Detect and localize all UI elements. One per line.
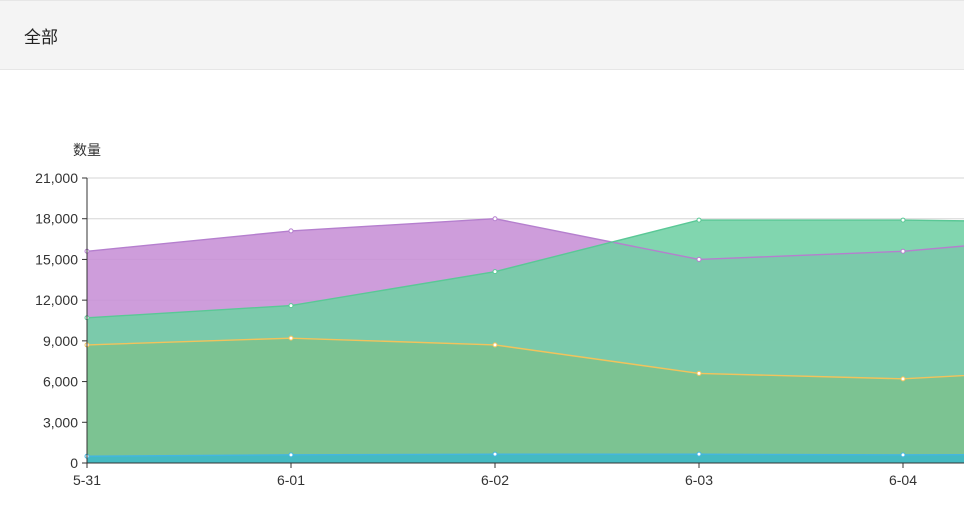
series-point-2 bbox=[492, 269, 498, 275]
series-point-3 bbox=[288, 335, 294, 341]
series-point-1 bbox=[900, 248, 906, 254]
chart-container: 0 3,000 6,000 9,000 12,000 15,000 18,000 21,000… bbox=[0, 70, 964, 516]
x-tick-label: 6-02 bbox=[481, 472, 509, 488]
y-tick-label: 0 bbox=[70, 455, 78, 471]
line-layer bbox=[84, 216, 964, 459]
series-point-2 bbox=[288, 303, 294, 309]
series-point-4 bbox=[288, 452, 294, 458]
series-point-3 bbox=[492, 342, 498, 348]
series-point-4 bbox=[696, 451, 702, 457]
y-tick-label: 15,000 bbox=[35, 251, 78, 267]
y-axis-title: 数量 bbox=[73, 142, 101, 158]
y-tick-label: 9,000 bbox=[43, 333, 78, 349]
series-point-1 bbox=[492, 216, 498, 222]
axis-layer: 0 3,000 6,000 9,000 12,000 15,000 18,000 21,000… bbox=[35, 170, 964, 488]
series-point-2 bbox=[900, 217, 906, 223]
series-point-2 bbox=[696, 217, 702, 223]
series-area-3 bbox=[87, 338, 964, 463]
series-point-1 bbox=[696, 256, 702, 262]
y-tick-label: 6,000 bbox=[43, 374, 78, 390]
area-layer bbox=[87, 218, 964, 463]
x-tick-label: 5-31 bbox=[73, 472, 101, 488]
y-tick-label: 12,000 bbox=[35, 292, 78, 308]
series-point-3 bbox=[900, 376, 906, 382]
filter-tab-all[interactable]: 全部 bbox=[24, 28, 58, 47]
series-point-1 bbox=[288, 228, 294, 234]
x-tick-label: 6-01 bbox=[277, 472, 305, 488]
y-tick-label: 21,000 bbox=[35, 170, 78, 186]
x-tick-label: 6-04 bbox=[889, 472, 917, 488]
series-point-4 bbox=[492, 451, 498, 457]
series-line-3 bbox=[86, 337, 964, 380]
y-tick-label: 18,000 bbox=[35, 211, 78, 227]
header-bar: 全部 bbox=[0, 0, 964, 70]
series-point-3 bbox=[696, 370, 702, 376]
y-tick-label: 3,000 bbox=[43, 414, 78, 430]
series-line-2 bbox=[86, 219, 964, 319]
series-line-4 bbox=[86, 453, 964, 457]
series-area-4 bbox=[87, 454, 964, 463]
x-tick-label: 6-03 bbox=[685, 472, 713, 488]
area-chart: 0 3,000 6,000 9,000 12,000 15,000 18,000 21,000… bbox=[35, 142, 964, 488]
series-line-1 bbox=[86, 218, 964, 261]
series-point-4 bbox=[900, 452, 906, 458]
